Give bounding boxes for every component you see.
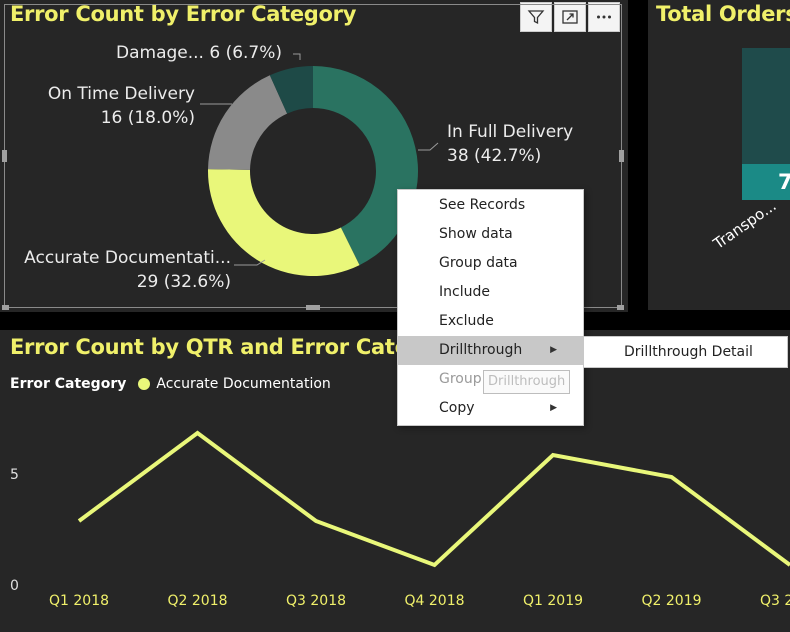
focus-mode-button[interactable]: [554, 2, 586, 32]
data-point[interactable]: [429, 559, 441, 571]
donut-slice-accurate-doc[interactable]: [207, 169, 360, 276]
data-point[interactable]: [666, 471, 678, 483]
x-tick-label: Q3 2018: [286, 593, 347, 609]
slice-label-in-full: In Full Delivery 38 (42.7%): [447, 122, 574, 166]
menu-item-group-data[interactable]: Group data: [398, 249, 583, 278]
slice-label-damage: Damage... 6 (6.7%): [116, 43, 283, 63]
donut-visual[interactable]: Error Count by Error Category In Full De…: [0, 0, 628, 312]
more-options-button[interactable]: [588, 2, 620, 32]
visual-toolbar: [520, 2, 620, 34]
donut-chart: [200, 53, 439, 276]
legend-marker: [138, 378, 151, 390]
menu-item-group: Group: [398, 365, 583, 394]
x-tick-label: Q1 2019: [523, 593, 584, 609]
menu-item-show-data[interactable]: Show data: [398, 220, 583, 249]
resize-handle-corner-br[interactable]: [617, 305, 624, 310]
donut-title: Error Count by Error Category: [10, 2, 357, 26]
menu-item-label: See Records: [439, 197, 526, 213]
resize-handle-corner-bl[interactable]: [2, 305, 9, 310]
menu-item-label: Group data: [439, 255, 518, 271]
tooltip: Drillthrough: [483, 370, 571, 394]
data-point[interactable]: [547, 449, 559, 461]
focus-mode-icon: [562, 10, 578, 24]
resize-handle-left[interactable]: [2, 150, 7, 162]
data-point[interactable]: [73, 515, 85, 527]
menu-item-copy[interactable]: Copy ▶: [398, 394, 583, 423]
data-point[interactable]: [310, 515, 322, 527]
menu-item-label: Exclude: [439, 313, 494, 329]
orders-category-label: Transpo...: [710, 196, 780, 253]
submenu-arrow-icon: ▶: [550, 345, 557, 355]
x-tick-label: Q3 2...: [760, 593, 790, 609]
menu-item-label: Copy: [439, 400, 475, 416]
y-tick-0: 0: [10, 578, 19, 594]
donut-slice-damage[interactable]: [269, 66, 313, 114]
x-tick-label: Q1 2018: [49, 593, 110, 609]
x-tick-label: Q2 2019: [641, 593, 702, 609]
submenu-drillthrough-detail[interactable]: Drillthrough Detail: [583, 336, 788, 368]
menu-item-exclude[interactable]: Exclude: [398, 307, 583, 336]
orders-title: Total Orders: [656, 2, 790, 26]
slice-label-accurate-doc: Accurate Documentati... 29 (32.6%): [24, 248, 231, 292]
line-title: Error Count by QTR and Error Catego: [10, 335, 438, 359]
menu-item-drillthrough[interactable]: Drillthrough ▶: [398, 336, 583, 365]
menu-item-see-records[interactable]: See Records: [398, 191, 583, 220]
filter-button[interactable]: [520, 2, 552, 32]
resize-handle-bottom[interactable]: [306, 305, 320, 310]
donut-slice-in-full[interactable]: [313, 66, 418, 266]
y-tick-5: 5: [10, 467, 19, 483]
legend: Error Category Accurate Documentation: [10, 376, 331, 392]
line-chart: [73, 427, 790, 571]
leader-line-in-full: [418, 142, 439, 151]
leader-line-damage: [293, 53, 301, 60]
more-options-icon: [597, 15, 611, 19]
orders-bar[interactable]: [742, 164, 790, 200]
donut-slice-on-time[interactable]: [208, 75, 288, 170]
legend-item[interactable]: Accurate Documentation: [156, 376, 331, 392]
slice-label-on-time: On Time Delivery 16 (18.0%): [47, 84, 195, 128]
menu-item-include[interactable]: Include: [398, 278, 583, 307]
menu-item-label: Group: [439, 371, 482, 387]
x-tick-label: Q2 2018: [167, 593, 228, 609]
leader-line-accurate-doc: [234, 259, 266, 266]
filter-icon: [527, 10, 545, 25]
data-point[interactable]: [192, 427, 204, 439]
menu-item-label: Show data: [439, 226, 513, 242]
legend-title: Error Category: [10, 376, 127, 392]
menu-item-label: Drillthrough: [439, 342, 523, 358]
series-line-accurate-documentation[interactable]: [77, 430, 790, 568]
resize-handle-right[interactable]: [619, 150, 624, 162]
orders-bar-value: 7: [778, 170, 790, 194]
orders-bar-top: [742, 48, 790, 164]
x-tick-label: Q4 2018: [404, 593, 465, 609]
line-visual[interactable]: Error Count by QTR and Error Catego Erro…: [0, 330, 790, 632]
total-orders-visual[interactable]: Total Orders 7 Transpo...: [648, 0, 790, 310]
menu-item-label: Include: [439, 284, 490, 300]
submenu-arrow-icon: ▶: [550, 403, 557, 413]
